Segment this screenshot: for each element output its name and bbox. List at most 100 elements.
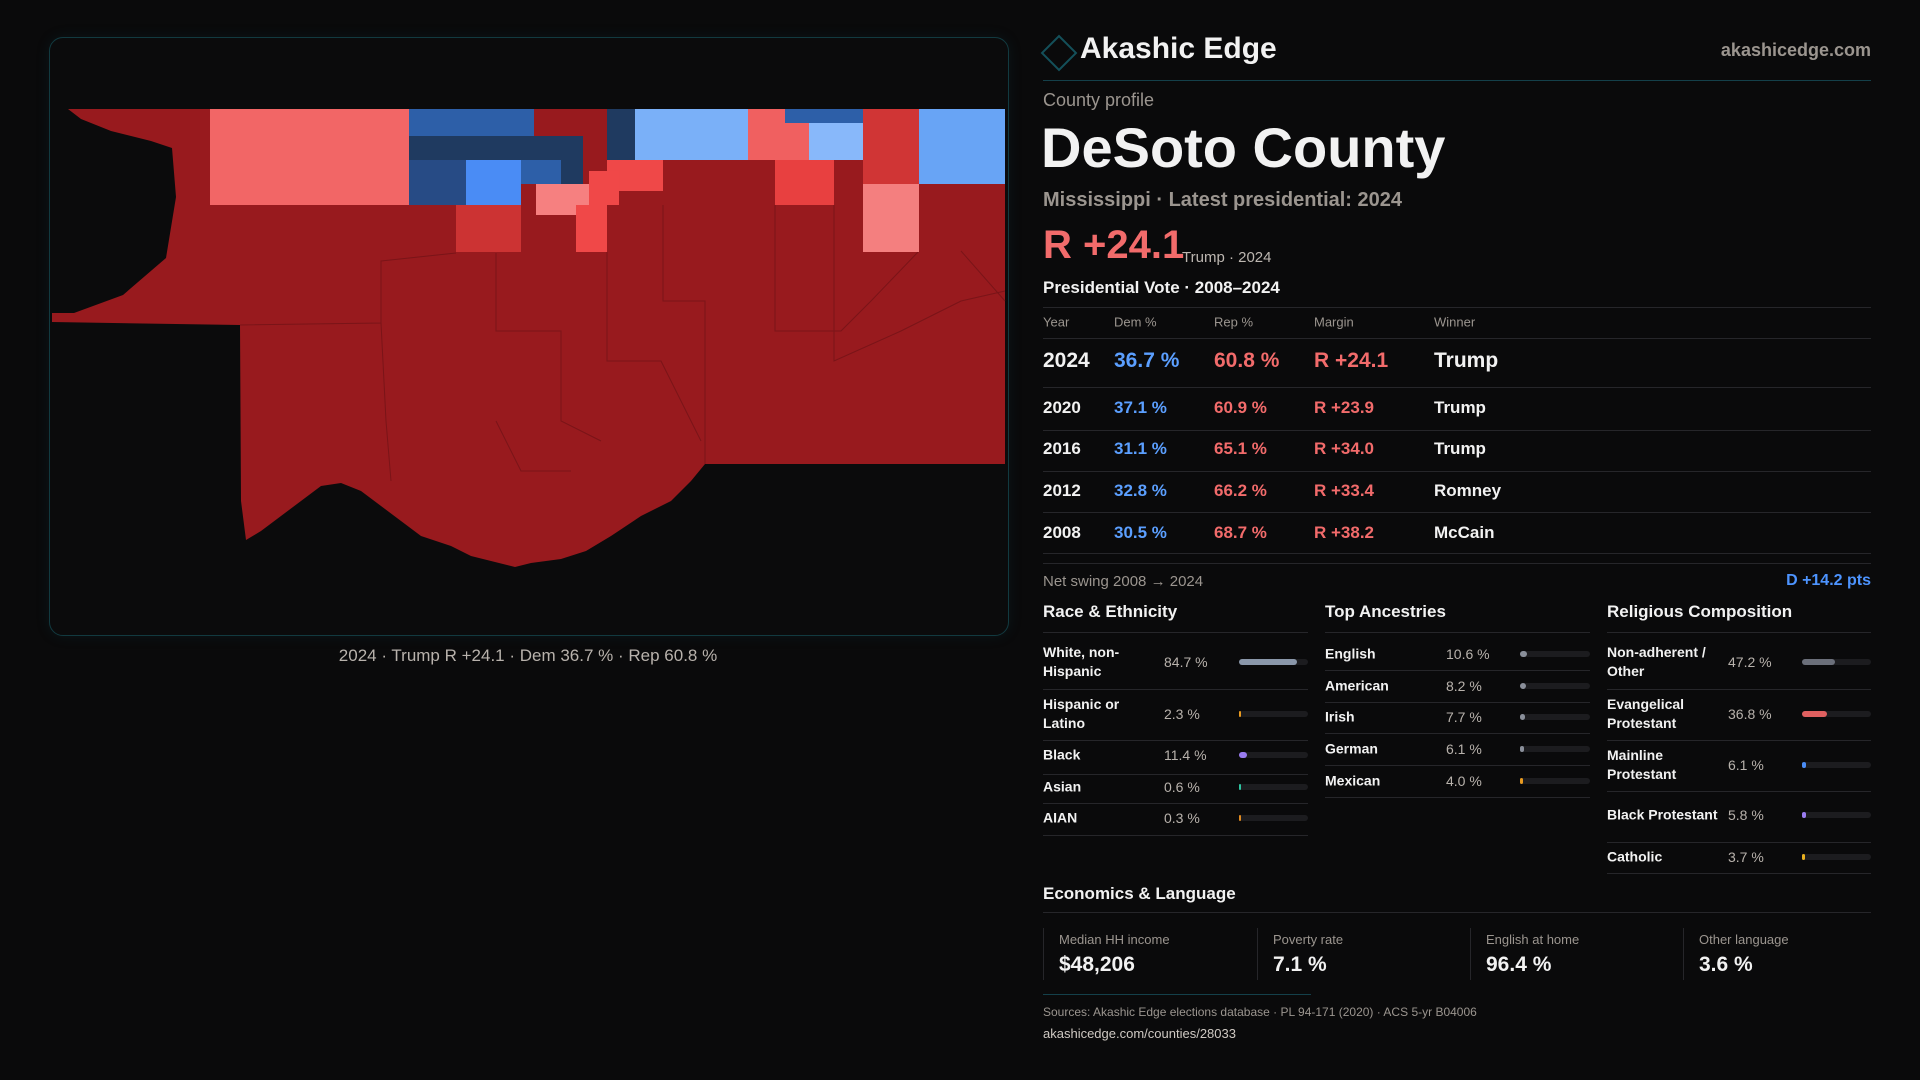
vote-dem-cell: 32.8 % bbox=[1114, 481, 1167, 500]
vote-rep-cell: 60.8 % bbox=[1214, 349, 1280, 372]
county-url[interactable]: akashicedge.com/counties/28033 bbox=[1043, 1026, 1236, 1041]
religion-label: Black Protestant bbox=[1607, 806, 1718, 823]
race-label: AIAN bbox=[1043, 809, 1078, 826]
religion-label: Non-adherent / Other bbox=[1607, 644, 1706, 679]
ancestry-bar-fill bbox=[1520, 714, 1526, 720]
religion-label: Mainline Protestant bbox=[1607, 747, 1677, 782]
map-region[interactable] bbox=[919, 109, 1005, 184]
map-region[interactable] bbox=[863, 184, 919, 252]
profile-subtitle: Mississippi · Latest presidential: 2024 bbox=[1043, 189, 1403, 211]
econ-card: English at home 96.4 % bbox=[1470, 928, 1579, 980]
page-title: DeSoto County bbox=[1041, 116, 1446, 179]
econ-card-value: 96.4 % bbox=[1486, 953, 1552, 976]
map-region[interactable] bbox=[576, 205, 607, 252]
map-region[interactable] bbox=[409, 109, 534, 137]
race-bar-fill bbox=[1239, 711, 1241, 717]
vote-margin-cell: R +23.9 bbox=[1314, 398, 1375, 417]
econ-card-label: Poverty rate bbox=[1273, 932, 1344, 947]
map-region-base[interactable] bbox=[52, 109, 1005, 567]
ancestry-value: 6.1 % bbox=[1446, 741, 1482, 757]
column-header: Year bbox=[1043, 314, 1070, 330]
header-divider bbox=[1043, 80, 1871, 81]
economics-title: Economics & Language bbox=[1043, 884, 1236, 903]
map-region[interactable] bbox=[775, 160, 834, 205]
map-region[interactable] bbox=[409, 136, 534, 160]
race-title: Race & Ethnicity bbox=[1043, 602, 1178, 621]
race-bar bbox=[1239, 659, 1308, 665]
race-bar bbox=[1239, 752, 1308, 758]
map-region[interactable] bbox=[409, 160, 466, 205]
vote-rep-cell: 68.7 % bbox=[1214, 523, 1267, 542]
map-region[interactable] bbox=[210, 109, 409, 205]
religion-bar bbox=[1802, 711, 1871, 717]
religion-title: Religious Composition bbox=[1607, 602, 1793, 621]
religion-bar bbox=[1802, 762, 1871, 768]
vote-margin-cell: R +33.4 bbox=[1314, 481, 1375, 500]
religion-value: 36.8 % bbox=[1728, 706, 1772, 722]
ancestry-bar-fill bbox=[1520, 746, 1525, 752]
religion-bar-fill bbox=[1802, 854, 1805, 860]
religion-bar bbox=[1802, 854, 1871, 860]
vote-dem-cell: 30.5 % bbox=[1114, 523, 1167, 542]
map-region[interactable] bbox=[589, 171, 619, 205]
map-region[interactable] bbox=[521, 160, 561, 184]
ancestry-label: American bbox=[1325, 677, 1389, 694]
race-value: 0.3 % bbox=[1164, 810, 1200, 826]
econ-card-label: Other language bbox=[1699, 932, 1789, 947]
religion-value: 3.7 % bbox=[1728, 849, 1764, 865]
map-region[interactable] bbox=[607, 109, 635, 160]
religion-value: 5.8 % bbox=[1728, 807, 1764, 823]
race-value: 84.7 % bbox=[1164, 654, 1208, 670]
race-bar-fill bbox=[1239, 815, 1241, 821]
ancestry-bar-fill bbox=[1520, 651, 1528, 657]
map-region[interactable] bbox=[785, 109, 863, 123]
headline-margin-note: Trump · 2024 bbox=[1182, 249, 1272, 266]
ancestry-label: Mexican bbox=[1325, 772, 1381, 789]
ancestry-label: English bbox=[1325, 645, 1376, 662]
ancestry-value: 8.2 % bbox=[1446, 678, 1482, 694]
econ-card-label: Median HH income bbox=[1059, 932, 1170, 947]
econ-card-value: $48,206 bbox=[1059, 953, 1135, 976]
race-value: 2.3 % bbox=[1164, 706, 1200, 722]
econ-card: Other language 3.6 % bbox=[1683, 928, 1789, 980]
religion-bar bbox=[1802, 659, 1871, 665]
net-swing-label: Net swing 2008 → 2024 bbox=[1043, 573, 1204, 590]
ancestry-value: 10.6 % bbox=[1446, 646, 1490, 662]
site-link[interactable]: akashicedge.com bbox=[1720, 40, 1871, 60]
map-region[interactable] bbox=[863, 109, 919, 184]
net-swing-value: D +14.2 pts bbox=[1786, 572, 1871, 589]
religion-value: 6.1 % bbox=[1728, 757, 1764, 773]
vote-winner-cell: Romney bbox=[1434, 481, 1502, 500]
vote-dem-cell: 37.1 % bbox=[1114, 398, 1167, 417]
race-label: White, non-Hispanic bbox=[1043, 644, 1120, 679]
map-region[interactable] bbox=[635, 109, 748, 160]
county-precinct-map[interactable] bbox=[50, 38, 1008, 635]
vote-rep-cell: 65.1 % bbox=[1214, 439, 1267, 458]
vote-winner-cell: Trump bbox=[1434, 439, 1486, 458]
vote-year-cell: 2024 bbox=[1043, 349, 1090, 372]
race-bar bbox=[1239, 784, 1308, 790]
vote-year-cell: 2020 bbox=[1043, 398, 1081, 417]
vote-rep-cell: 66.2 % bbox=[1214, 481, 1267, 500]
vote-table-title: Presidential Vote · 2008–2024 bbox=[1043, 278, 1280, 297]
column-header: Dem % bbox=[1114, 314, 1157, 330]
vote-winner-cell: McCain bbox=[1434, 523, 1495, 542]
race-bar-fill bbox=[1239, 784, 1241, 790]
ancestry-bar bbox=[1520, 778, 1590, 784]
column-header: Winner bbox=[1434, 314, 1476, 330]
econ-card: Median HH income $48,206 bbox=[1043, 928, 1170, 980]
county-map-panel[interactable] bbox=[49, 37, 1009, 636]
map-region[interactable] bbox=[456, 205, 521, 252]
map-region[interactable] bbox=[466, 160, 521, 205]
vote-year-cell: 2008 bbox=[1043, 523, 1081, 542]
column-header: Margin bbox=[1314, 314, 1354, 330]
race-bar bbox=[1239, 711, 1308, 717]
econ-card: Poverty rate 7.1 % bbox=[1257, 928, 1343, 980]
race-bar-fill bbox=[1239, 752, 1247, 758]
ancestry-label: German bbox=[1325, 740, 1378, 757]
ancestry-value: 4.0 % bbox=[1446, 773, 1482, 789]
religion-value: 47.2 % bbox=[1728, 654, 1772, 670]
race-label: Black bbox=[1043, 746, 1081, 763]
vote-margin-cell: R +24.1 bbox=[1314, 349, 1389, 372]
race-bar bbox=[1239, 815, 1308, 821]
